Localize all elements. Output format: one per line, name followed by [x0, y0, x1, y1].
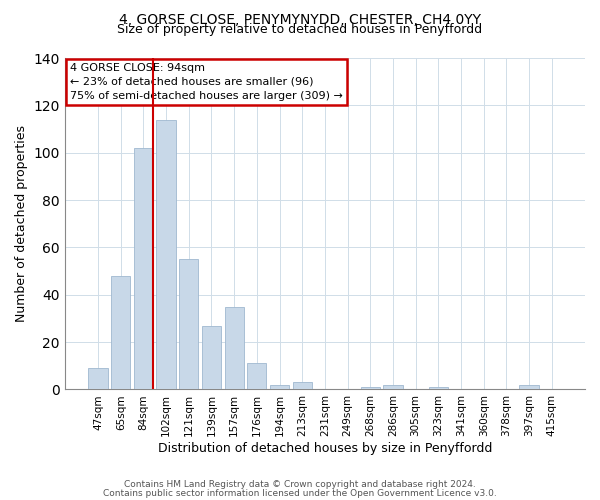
Bar	[202, 326, 221, 390]
Bar	[361, 387, 380, 390]
Bar	[179, 259, 199, 390]
X-axis label: Distribution of detached houses by size in Penyffordd: Distribution of detached houses by size …	[158, 442, 492, 455]
Bar	[428, 387, 448, 390]
Bar	[111, 276, 130, 390]
Bar	[247, 364, 266, 390]
Bar	[134, 148, 153, 390]
Text: Size of property relative to detached houses in Penyffordd: Size of property relative to detached ho…	[118, 24, 482, 36]
Text: 4 GORSE CLOSE: 94sqm
← 23% of detached houses are smaller (96)
75% of semi-detac: 4 GORSE CLOSE: 94sqm ← 23% of detached h…	[70, 63, 343, 101]
Bar	[157, 120, 176, 390]
Bar	[270, 384, 289, 390]
Text: Contains HM Land Registry data © Crown copyright and database right 2024.: Contains HM Land Registry data © Crown c…	[124, 480, 476, 489]
Bar	[383, 384, 403, 390]
Bar	[224, 306, 244, 390]
Bar	[520, 384, 539, 390]
Y-axis label: Number of detached properties: Number of detached properties	[15, 125, 28, 322]
Text: Contains public sector information licensed under the Open Government Licence v3: Contains public sector information licen…	[103, 488, 497, 498]
Bar	[293, 382, 312, 390]
Text: 4, GORSE CLOSE, PENYMYNYDD, CHESTER, CH4 0YY: 4, GORSE CLOSE, PENYMYNYDD, CHESTER, CH4…	[119, 12, 481, 26]
Bar	[88, 368, 108, 390]
